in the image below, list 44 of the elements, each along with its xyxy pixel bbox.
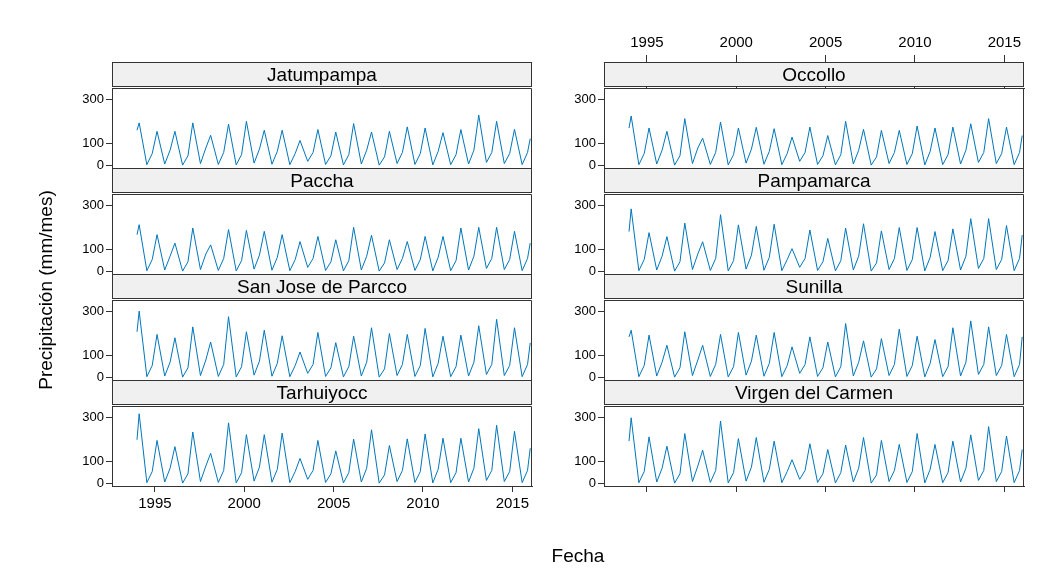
y-tick-label: 100 (82, 241, 104, 257)
y-tick-label: 100 (82, 453, 104, 469)
x-tick-label: 2000 (227, 494, 261, 512)
y-tick-label: 0 (96, 475, 104, 491)
y-tick-label: 100 (574, 347, 596, 363)
chart-title: Virgen del Carmen (604, 380, 1024, 405)
y-tick-label: 0 (588, 263, 596, 279)
y-tick-label: 300 (82, 196, 104, 212)
x-tick-label: 2005 (316, 494, 351, 512)
y-tick-label: 0 (588, 369, 596, 385)
y-tick-label: 100 (574, 453, 596, 469)
chart-title: Tarhuiyocc (112, 380, 532, 405)
x2-tick-label: 2015 (987, 33, 1022, 51)
chart-title: Jatumpampa (112, 62, 532, 87)
y-tick-label: 0 (96, 369, 104, 385)
y-tick-label: 100 (574, 135, 596, 151)
x-axis-title: Fecha (551, 545, 605, 567)
x2-tick-label: 2010 (898, 33, 932, 51)
y-tick-label: 100 (82, 135, 104, 151)
y-tick-label: 300 (574, 302, 596, 318)
x-tick-label: 1995 (138, 494, 172, 512)
y-tick-label: 100 (574, 241, 596, 257)
chart-title: Sunilla (604, 274, 1024, 299)
chart-title: San Jose de Parcco (112, 274, 532, 299)
y-tick-label: 300 (82, 408, 104, 424)
chart-title: Occollo (604, 62, 1024, 87)
y-tick-label: 0 (588, 475, 596, 491)
y-tick-label: 300 (82, 302, 104, 318)
y-tick-label: 0 (96, 157, 104, 173)
x2-tick-label: 2000 (719, 33, 753, 51)
y-tick-label: 300 (574, 408, 596, 424)
y-tick-label: 0 (588, 157, 596, 173)
x2-tick-label: 1995 (630, 33, 664, 51)
y-tick-label: 300 (82, 90, 104, 106)
x2-tick-label: 2005 (808, 33, 843, 51)
y-tick-label: 100 (82, 347, 104, 363)
y-tick-label: 300 (574, 90, 596, 106)
y-tick-label: 300 (574, 196, 596, 212)
x-tick-label: 2015 (495, 494, 530, 512)
y-tick-label: 0 (96, 263, 104, 279)
y-axis-title: Precipitación (mm/mes) (35, 190, 57, 390)
chart-title: Paccha (112, 168, 532, 193)
chart-title: Pampamarca (604, 168, 1024, 193)
x-tick-label: 2010 (406, 494, 440, 512)
